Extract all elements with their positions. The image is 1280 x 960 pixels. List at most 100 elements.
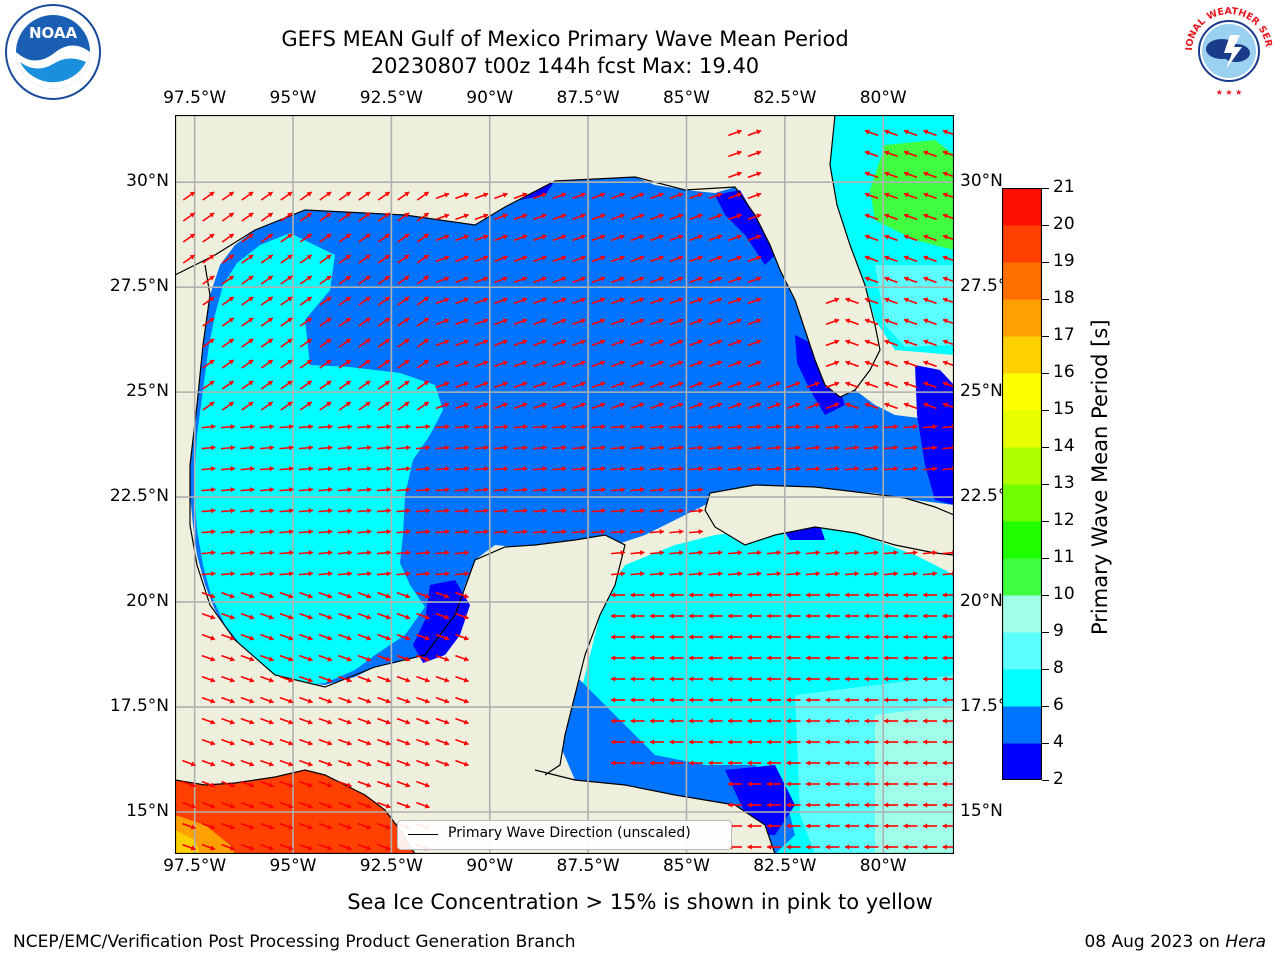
wave-arrow-head-690 [611, 592, 616, 598]
wave-arrow-head-360 [619, 381, 625, 387]
wave-arrow-head-477 [620, 445, 625, 451]
wave-arrow-head-787 [630, 655, 635, 661]
wave-arrow-head-910 [405, 740, 411, 746]
wave-arrow-head-357 [561, 381, 567, 387]
wave-arrow-head-229 [923, 297, 929, 303]
wave-arrow-head-6 [942, 129, 948, 135]
wave-arrow-head-393 [502, 402, 508, 408]
wave-arrow-head-435 [562, 424, 567, 430]
wave-arrow-head-580 [601, 508, 606, 514]
wave-arrow-head-216 [619, 297, 625, 303]
wave-arrow-head-210 [502, 297, 508, 303]
wave-arrow-head-554 [601, 487, 606, 493]
wave-arrow-head-158 [903, 255, 909, 261]
wave-arrow-head-199 [287, 296, 293, 302]
west-shelf-water [195, 233, 443, 685]
wave-arrow-head-313 [404, 359, 410, 365]
wave-arrow-head-579 [581, 508, 586, 514]
wave-arrow-head-207 [444, 297, 450, 303]
wave-arrow-head-631 [718, 550, 723, 556]
wave-arrow-head-632 [737, 550, 742, 556]
wave-arrow-head-713 [307, 614, 313, 620]
wave-arrow-head-948 [630, 760, 635, 766]
wave-arrow-head-206 [423, 296, 429, 302]
colorbar-tick-mark-7 [1042, 520, 1049, 522]
wave-arrow-head-907 [346, 740, 352, 746]
wave-arrow-head-1045 [288, 845, 294, 851]
wave-arrow-head-350 [423, 380, 429, 386]
colorbar-tick-mark-15 [1042, 224, 1049, 226]
wave-arrow-head-536 [250, 487, 255, 493]
wave-arrow-head-946 [463, 761, 469, 767]
wave-arrow-head-135 [365, 254, 371, 260]
wave-arrow-head-842 [327, 698, 333, 704]
wave-arrow-head-840 [288, 698, 294, 704]
wave-arrow-head-777 [307, 656, 313, 662]
wave-arrow-head-940 [346, 761, 352, 767]
wave-arrow-head-734 [845, 613, 850, 619]
wave-arrow-head-132 [306, 254, 312, 260]
wave-arrow-head-147 [600, 255, 606, 261]
wave-arrow-head-953 [728, 760, 733, 766]
colorbar-tick-mark-12 [1042, 335, 1049, 337]
wave-arrow-head-641 [913, 550, 918, 556]
lon-label-bottom-4: 87.5°W [556, 856, 620, 876]
wave-arrow-head-624 [445, 550, 450, 556]
credit-line: NCEP/EMC/Verification Post Processing Pr… [13, 932, 576, 952]
wave-arrow-head-497 [250, 466, 255, 472]
wave-arrow-head-625 [464, 550, 469, 556]
wave-arrow-head-275 [365, 338, 371, 344]
wave-arrow-head-714 [327, 614, 333, 620]
wave-arrow-head-581 [620, 508, 625, 514]
wave-arrow-head-995 [288, 803, 294, 809]
wave-arrow-head-527 [835, 466, 840, 472]
wave-arrow-head-678 [249, 593, 255, 599]
wave-arrow-head-538 [289, 487, 294, 493]
wave-arrow-head-546 [445, 487, 450, 493]
wave-arrow-head-413 [884, 402, 890, 408]
wave-arrow-head-964 [942, 760, 947, 766]
wave-arrow-head-63 [326, 212, 332, 218]
wave-arrow-head-29 [345, 191, 351, 197]
wave-arrow-head-101 [384, 233, 390, 239]
wave-arrow-head-872 [288, 719, 294, 725]
wave-arrow-head-385 [345, 401, 351, 407]
wave-arrow-head-810 [327, 677, 333, 683]
wave-arrow-head-279 [444, 339, 450, 345]
wave-arrow-head-306 [267, 359, 273, 365]
wave-arrow-head-16 [864, 171, 870, 177]
wave-arrow-head-759 [708, 634, 713, 640]
wave-arrow-head-883 [630, 718, 635, 724]
colorbar-tick-label-15: 20 [1053, 214, 1075, 234]
wave-arrow-head-95 [267, 233, 273, 239]
wave-arrow-head-284 [541, 339, 547, 345]
wave-arrow-head-109 [541, 234, 547, 240]
wave-arrow-head-626 [620, 550, 625, 556]
wave-arrow-head-120 [756, 234, 762, 240]
wave-arrow-head-727 [708, 613, 713, 619]
wave-arrow-head-769 [903, 634, 908, 640]
wave-arrow-head-1016 [210, 824, 216, 830]
wave-arrow-head-444 [737, 424, 742, 430]
sea-ice-note: Sea Ice Concentration > 15% is shown in … [347, 890, 933, 914]
wave-arrow-head-788 [650, 655, 655, 661]
wave-arrow-head-175 [483, 276, 489, 282]
wave-arrow-head-56 [189, 212, 195, 218]
lon-label-top-5: 85°W [662, 88, 710, 108]
wave-arrow-head-187 [717, 276, 723, 282]
wave-arrow-head-410 [834, 402, 840, 408]
wave-arrow-head-998 [346, 803, 352, 809]
wave-arrow-head-764 [806, 634, 811, 640]
wave-arrow-head-906 [327, 740, 333, 746]
colorbar-tick-label-6: 11 [1053, 547, 1075, 567]
wave-arrow-head-1015 [190, 824, 196, 830]
wave-arrow-head-470 [484, 445, 489, 451]
wave-arrow-head-644 [211, 571, 216, 577]
wave-arrow-head-472 [523, 445, 528, 451]
wave-arrow-head-992 [229, 803, 235, 809]
wave-arrow-head-646 [250, 571, 255, 577]
wave-arrow-head-956 [786, 760, 791, 766]
north-coast-land [175, 115, 735, 275]
wave-arrow-head-331 [756, 360, 762, 366]
colorbar-tick-mark-0 [1042, 779, 1049, 781]
